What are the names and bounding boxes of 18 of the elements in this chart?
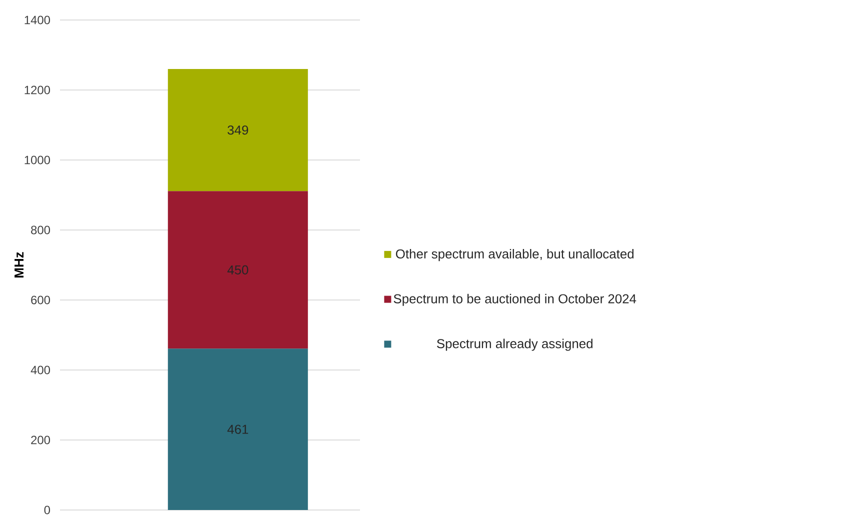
data-label: 450 xyxy=(227,265,248,274)
y-tick-label: 400 xyxy=(30,366,50,374)
bar xyxy=(168,68,308,192)
y-tick-label: 0 xyxy=(44,506,50,514)
y-tick-label: 800 xyxy=(31,226,50,234)
data-label: 349 xyxy=(228,125,248,135)
legend-label: Other spectrum available, but unallocated xyxy=(396,248,634,262)
y-tick-label: 1000 xyxy=(24,156,50,164)
y-tick-label: 200 xyxy=(31,436,50,444)
data-label: 461 xyxy=(227,424,248,434)
bar xyxy=(168,191,308,349)
y-tick-label: 600 xyxy=(31,296,50,304)
text: Spectrum already assigned xyxy=(436,338,592,351)
y-tick-label: 1200 xyxy=(24,86,50,94)
legend-label: Spectrum to be auctioned in October 2024 xyxy=(394,294,636,306)
bar xyxy=(168,348,308,510)
y-axis-title: MHz xyxy=(14,252,24,278)
y-tick-label: 1400 xyxy=(24,16,50,24)
